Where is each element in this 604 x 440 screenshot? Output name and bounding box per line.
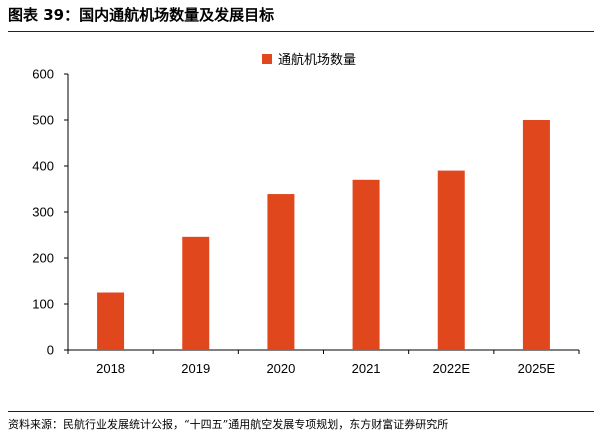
x-tick-label: 2021	[352, 361, 381, 376]
figure-title: 图表 39：国内通航机场数量及发展目标	[8, 6, 275, 24]
source-note: 资料来源：民航行业发展统计公报，“十四五”通用航空发展专项规划，东方财富证券研究…	[8, 418, 449, 431]
y-tick-label: 300	[32, 205, 54, 220]
y-tick-label: 0	[47, 343, 54, 358]
title-rule	[8, 31, 594, 32]
axes	[64, 73, 580, 354]
bar-2018	[97, 292, 125, 350]
source-rule	[8, 411, 594, 412]
x-tick-label: 2025E	[518, 361, 556, 376]
bar-2019	[182, 236, 210, 350]
y-tick-label: 500	[32, 113, 54, 128]
y-tick-label: 600	[32, 67, 54, 82]
y-tick-label: 400	[32, 159, 54, 174]
y-tick-labels: 0 100 200 300 400 500 600	[32, 67, 54, 358]
x-tick-label: 2020	[266, 361, 295, 376]
legend-swatch	[262, 54, 272, 64]
x-tick-label: 2018	[96, 361, 125, 376]
bar-2025E	[522, 120, 550, 350]
bars	[97, 120, 550, 350]
x-tick-label: 2022E	[432, 361, 470, 376]
y-tick-label: 100	[32, 297, 54, 312]
bar-2020	[267, 194, 295, 350]
x-tick-label: 2019	[181, 361, 210, 376]
y-tick-label: 200	[32, 251, 54, 266]
legend: 通航机场数量	[262, 52, 356, 68]
bar-2021	[352, 179, 380, 350]
bar-2022E	[437, 170, 465, 350]
legend-label: 通航机场数量	[278, 52, 356, 68]
x-tick-labels: 2018 2019 2020 2021 2022E 2025E	[96, 361, 555, 376]
